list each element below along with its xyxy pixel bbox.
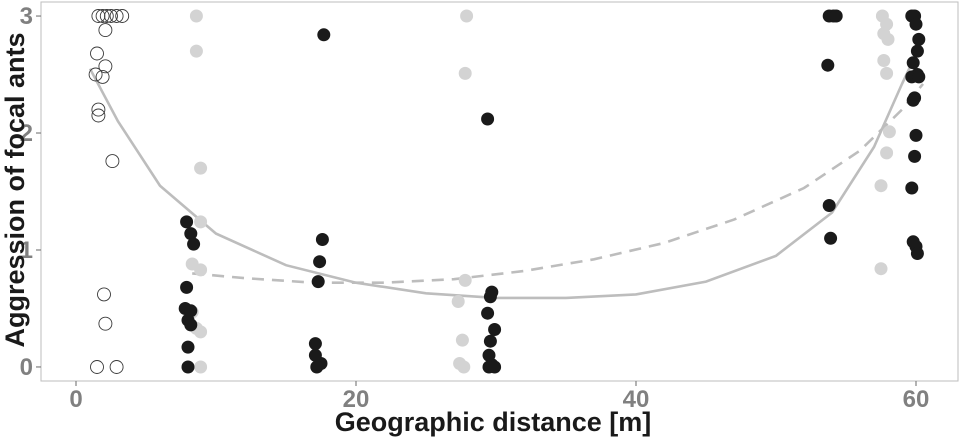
data-point-black bbox=[181, 360, 195, 374]
data-point-black bbox=[488, 360, 502, 374]
y-tick-label: 3 bbox=[20, 3, 33, 30]
data-point-grey bbox=[194, 215, 208, 229]
data-point-black bbox=[912, 70, 926, 84]
data-point-black bbox=[308, 337, 322, 351]
data-point-grey bbox=[189, 44, 203, 58]
data-point-open bbox=[90, 360, 104, 374]
data-point-black bbox=[909, 128, 923, 142]
data-point-grey bbox=[194, 325, 208, 339]
y-tick-label: 2 bbox=[20, 120, 33, 147]
x-tick-label: 0 bbox=[69, 386, 82, 413]
data-point-black bbox=[310, 360, 324, 374]
data-point-black bbox=[824, 231, 838, 245]
plot-panel bbox=[40, 1, 959, 382]
data-point-grey bbox=[874, 179, 888, 193]
data-point-black bbox=[910, 44, 924, 58]
data-point-black bbox=[184, 227, 198, 241]
data-point-black bbox=[181, 340, 195, 354]
data-point-black bbox=[317, 28, 331, 42]
data-point-black bbox=[483, 290, 497, 304]
y-tick-label: 0 bbox=[20, 354, 33, 381]
data-point-black bbox=[483, 334, 497, 348]
data-point-black bbox=[187, 237, 201, 251]
data-point-grey bbox=[877, 54, 891, 67]
data-point-grey bbox=[194, 360, 208, 374]
data-point-black bbox=[481, 112, 495, 126]
data-point-grey bbox=[882, 125, 896, 139]
data-point-open bbox=[90, 46, 104, 61]
data-point-open bbox=[98, 59, 113, 74]
x-axis: 0 20 40 60 bbox=[69, 381, 929, 413]
data-point-open bbox=[95, 69, 110, 84]
data-point-black bbox=[906, 93, 920, 107]
data-point-black bbox=[910, 247, 924, 260]
data-point-grey bbox=[874, 262, 888, 276]
x-axis-title: Geographic distance [m] bbox=[335, 407, 652, 437]
fit-curve-solid bbox=[88, 38, 925, 300]
data-point-black bbox=[488, 323, 502, 336]
y-axis: 0 1 2 3 bbox=[20, 3, 41, 381]
data-point-open bbox=[91, 102, 106, 117]
data-point-open bbox=[109, 9, 124, 23]
data-point-grey bbox=[460, 9, 474, 23]
data-point-black bbox=[180, 215, 194, 229]
data-point-grey bbox=[457, 360, 471, 374]
data-point-grey bbox=[455, 333, 469, 347]
data-point-open bbox=[109, 360, 124, 374]
data-point-open bbox=[104, 9, 118, 23]
data-point-black bbox=[313, 255, 327, 269]
data-point-open bbox=[97, 287, 111, 302]
data-point-black bbox=[481, 306, 495, 320]
data-point-open bbox=[98, 23, 113, 38]
data-point-black bbox=[906, 56, 920, 70]
data-point-black bbox=[315, 233, 329, 246]
data-point-black bbox=[909, 17, 923, 31]
y-axis-title: Aggression of focal ants bbox=[0, 32, 30, 347]
data-points bbox=[88, 9, 926, 374]
data-point-open bbox=[105, 154, 120, 169]
data-point-black bbox=[829, 9, 843, 23]
data-point-open bbox=[98, 316, 113, 331]
data-point-black bbox=[905, 181, 919, 195]
data-point-grey bbox=[880, 66, 894, 80]
data-point-black bbox=[311, 275, 325, 289]
data-point-black bbox=[822, 199, 836, 212]
data-point-grey bbox=[451, 295, 465, 308]
data-point-grey bbox=[880, 146, 894, 160]
data-point-grey bbox=[194, 263, 208, 277]
data-point-grey bbox=[881, 32, 895, 46]
data-point-open bbox=[91, 108, 106, 123]
data-point-black bbox=[821, 58, 835, 72]
data-point-black bbox=[912, 32, 926, 46]
data-point-grey bbox=[194, 161, 208, 175]
data-point-grey bbox=[189, 9, 203, 23]
data-point-black bbox=[184, 318, 198, 332]
data-point-black bbox=[908, 149, 922, 163]
x-tick-label: 40 bbox=[623, 386, 650, 413]
y-tick-label: 1 bbox=[20, 237, 33, 264]
data-point-open bbox=[99, 9, 114, 23]
data-point-open bbox=[88, 67, 103, 82]
data-point-open bbox=[115, 9, 130, 23]
data-point-grey bbox=[458, 273, 472, 287]
data-point-open bbox=[95, 9, 110, 23]
data-point-grey bbox=[458, 66, 472, 80]
x-tick-label: 20 bbox=[343, 386, 370, 413]
x-tick-label: 60 bbox=[903, 386, 930, 413]
data-point-black bbox=[180, 280, 194, 294]
